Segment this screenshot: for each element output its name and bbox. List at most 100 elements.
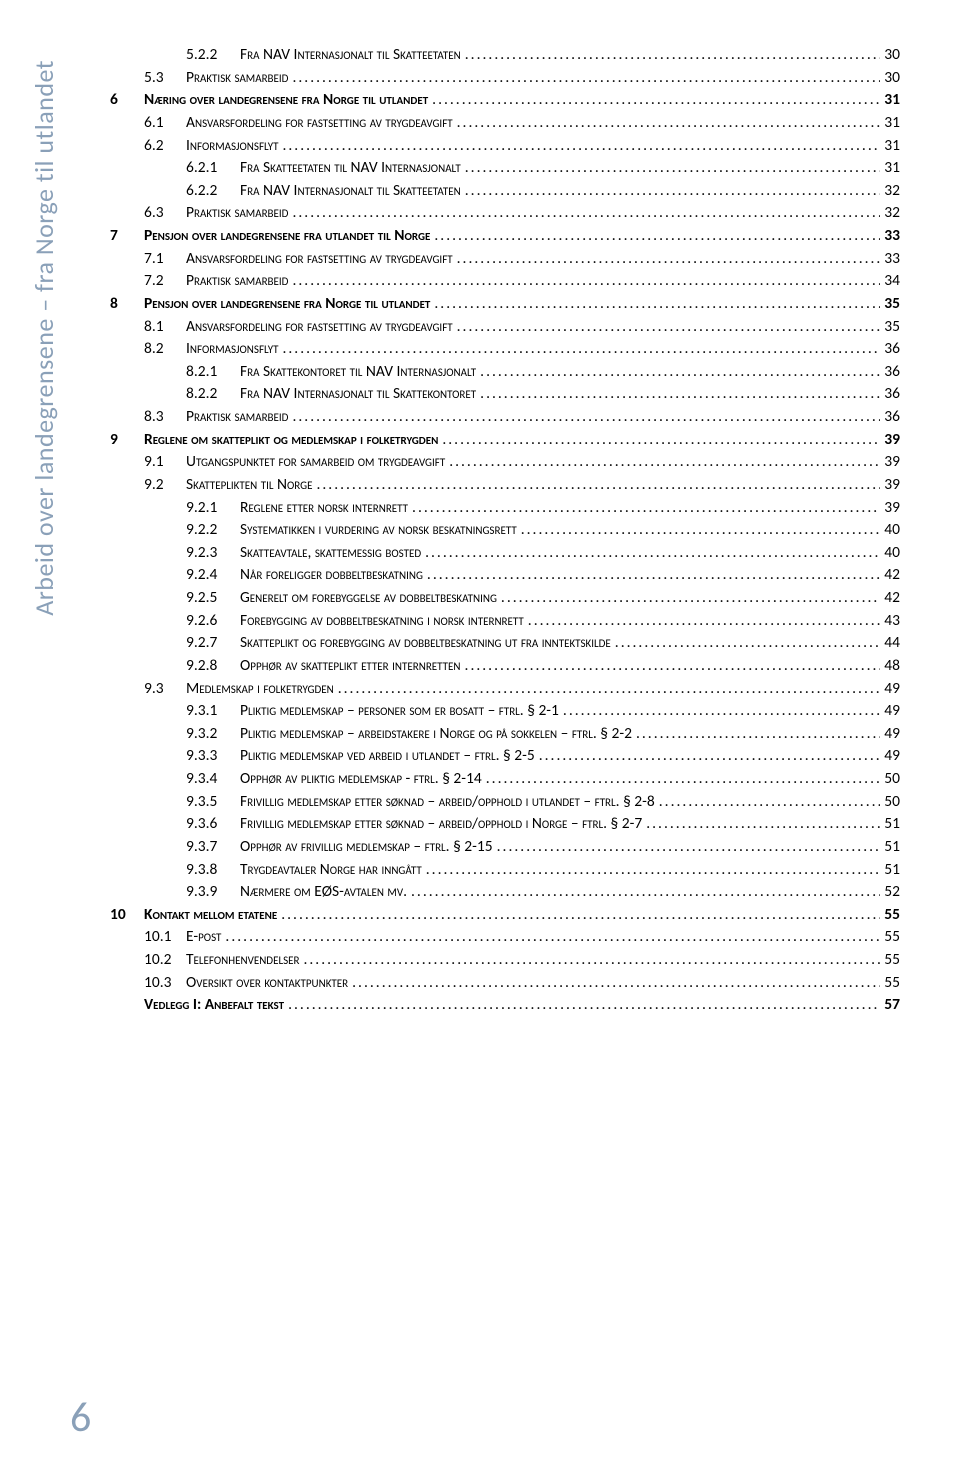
toc-title: Skatteplikt og forebygging av dobbeltbes…	[240, 632, 611, 655]
toc-title: Informasjonsflyt	[186, 338, 278, 361]
toc-page: 42	[884, 564, 900, 587]
toc-page: 31	[884, 112, 900, 135]
toc-leader: ........................................…	[427, 564, 880, 587]
toc-leader: ........................................…	[442, 429, 880, 452]
toc-leader: ........................................…	[281, 904, 880, 927]
toc-title: Fra NAV Internasjonalt til Skatteetaten	[240, 44, 461, 67]
page-number: 6	[70, 1392, 91, 1443]
toc-number: 6.2	[144, 135, 186, 158]
toc-title: Når foreligger dobbeltbeskatning	[240, 564, 423, 587]
toc-leader: ........................................…	[465, 180, 881, 203]
toc-leader: ........................................…	[411, 881, 880, 904]
toc-entry: 6.2Informasjonsflyt.....................…	[110, 135, 900, 158]
toc-title: Pliktig medlemskap ved arbeid i utlandet…	[240, 745, 535, 768]
toc-number: 10.1	[144, 926, 186, 949]
toc-page: 30	[884, 44, 900, 67]
toc-number: 6.2.1	[186, 157, 240, 180]
toc-leader: ........................................…	[282, 135, 880, 158]
toc-page: 40	[884, 519, 900, 542]
toc-title: Forebygging av dobbeltbeskatning i norsk…	[240, 610, 524, 633]
toc-page: 36	[884, 406, 900, 429]
toc-number: 9.3.2	[186, 723, 240, 746]
toc-page: 49	[884, 723, 900, 746]
toc-entry: 9.2.7Skatteplikt og forebygging av dobbe…	[110, 632, 900, 655]
toc-number: 6.2.2	[186, 180, 240, 203]
toc-leader: ........................................…	[457, 316, 881, 339]
toc-leader: ........................................…	[292, 270, 880, 293]
toc-entry: 10.3Oversikt over kontaktpunkter........…	[110, 972, 900, 995]
toc-page: 34	[884, 270, 900, 293]
toc-number: 8	[110, 293, 144, 316]
toc-number: 7.2	[144, 270, 186, 293]
toc-title: Praktisk samarbeid	[186, 270, 288, 293]
toc-title: Reglene etter norsk internrett	[240, 497, 408, 520]
toc-entry: 5.2.2Fra NAV Internasjonalt til Skatteet…	[110, 44, 900, 67]
toc-entry: 8.2.1Fra Skattekontoret til NAV Internas…	[110, 361, 900, 384]
toc-leader: ........................................…	[352, 972, 880, 995]
toc-leader: ........................................…	[457, 248, 881, 271]
toc-page: 49	[884, 745, 900, 768]
toc-title: Ansvarsfordeling for fastsetting av tryg…	[186, 248, 453, 271]
toc-page: 31	[884, 157, 900, 180]
toc-page: 55	[884, 949, 900, 972]
toc-number: 10	[110, 904, 144, 927]
toc-entry: 8Pensjon over landegrensene fra Norge ti…	[110, 293, 900, 316]
toc-number: 9.3.3	[186, 745, 240, 768]
toc-entry: 9.3.7Opphør av frivillig medlemskap – ft…	[110, 836, 900, 859]
toc-entry: 10.1E-post..............................…	[110, 926, 900, 949]
toc-leader: ........................................…	[434, 225, 880, 248]
toc-number: 8.3	[144, 406, 186, 429]
toc-title: Pensjon over landegrensene fra utlandet …	[144, 225, 430, 248]
toc-leader: ........................................…	[465, 157, 881, 180]
toc-title: Praktisk samarbeid	[186, 67, 288, 90]
toc-entry: 6.2.1Fra Skatteetaten til NAV Internasjo…	[110, 157, 900, 180]
toc-number: 6.3	[144, 202, 186, 225]
toc-entry: 9.1Utgangspunktet for samarbeid om trygd…	[110, 451, 900, 474]
toc-leader: ........................................…	[465, 655, 881, 678]
toc-number: 6	[110, 89, 144, 112]
toc-title: Nærmere om EØS-avtalen mv.	[240, 881, 407, 904]
toc-leader: ........................................…	[292, 406, 880, 429]
toc-number: 7.1	[144, 248, 186, 271]
toc-page: 55	[884, 972, 900, 995]
toc-number: 9.2.1	[186, 497, 240, 520]
toc-number: 9.2	[144, 474, 186, 497]
toc-leader: ........................................…	[646, 813, 880, 836]
toc-leader: ........................................…	[434, 293, 880, 316]
toc-number: 9.2.5	[186, 587, 240, 610]
toc-title: Opphør av frivillig medlemskap – ftrl. §…	[240, 836, 493, 859]
toc-page: 31	[884, 89, 900, 112]
toc-page: 39	[884, 429, 900, 452]
toc-leader: ........................................…	[539, 745, 881, 768]
toc-entry: 10.2Telefonhenvendelser.................…	[110, 949, 900, 972]
toc-title: Skatteavtale, skattemessig bosted	[240, 542, 421, 565]
toc-entry: 10Kontakt mellom etatene................…	[110, 904, 900, 927]
toc-leader: ........................................…	[338, 678, 881, 701]
toc-page: 42	[884, 587, 900, 610]
toc-leader: ........................................…	[659, 791, 881, 814]
toc-leader: ........................................…	[316, 474, 880, 497]
toc-title: Pliktig medlemskap – arbeidstakere i Nor…	[240, 723, 632, 746]
toc-title: Telefonhenvendelser	[186, 949, 299, 972]
toc-title: Informasjonsflyt	[186, 135, 278, 158]
toc-page: 33	[884, 248, 900, 271]
toc-entry: 7.1Ansvarsfordeling for fastsetting av t…	[110, 248, 900, 271]
toc-leader: ........................................…	[449, 451, 880, 474]
toc-page: 48	[884, 655, 900, 678]
toc-page: 52	[884, 881, 900, 904]
toc-number: 9.3.8	[186, 859, 240, 882]
toc-number: 10.2	[144, 949, 186, 972]
toc-title: Oversikt over kontaktpunkter	[186, 972, 348, 995]
toc-entry: 6.3Praktisk samarbeid...................…	[110, 202, 900, 225]
toc-leader: ........................................…	[425, 542, 880, 565]
toc-page: 35	[884, 293, 900, 316]
toc-leader: ........................................…	[457, 112, 881, 135]
toc-number: 8.1	[144, 316, 186, 339]
toc-number: 6.1	[144, 112, 186, 135]
toc-entry: 8.2Informasjonsflyt.....................…	[110, 338, 900, 361]
toc-number: 5.2.2	[186, 44, 240, 67]
toc-page: 51	[884, 813, 900, 836]
toc-entry: 9.2.3Skatteavtale, skattemessig bosted..…	[110, 542, 900, 565]
toc-entry: 9.3.5Frivillig medlemskap etter søknad –…	[110, 791, 900, 814]
toc-page: 49	[884, 700, 900, 723]
